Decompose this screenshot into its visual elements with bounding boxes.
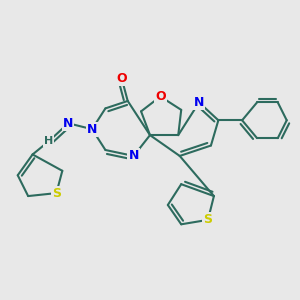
Text: N: N (63, 117, 74, 130)
Text: O: O (155, 90, 166, 103)
Text: S: S (52, 187, 61, 200)
Text: H: H (44, 136, 54, 146)
Text: S: S (203, 213, 212, 226)
Text: N: N (128, 149, 139, 162)
Text: O: O (116, 72, 127, 85)
Text: N: N (194, 96, 204, 109)
Text: N: N (87, 123, 97, 136)
